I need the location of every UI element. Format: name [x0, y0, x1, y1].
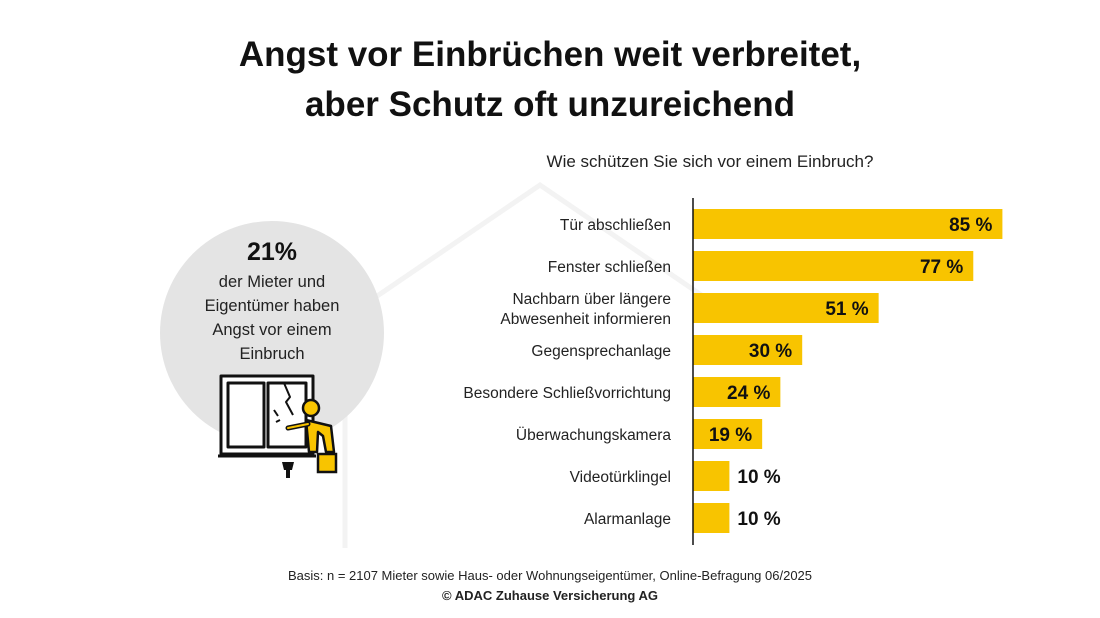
value-label-6: 19 % [709, 425, 752, 446]
bar-2 [693, 251, 974, 281]
page-title: Angst vor Einbrüchen weit verbreitet, ab… [0, 30, 1100, 130]
bar-3 [693, 293, 879, 323]
category-label-6: Überwachungskamera [516, 426, 671, 444]
category-label-1: Tür abschließen [560, 217, 671, 234]
highlight-percent: 21% [246, 238, 298, 266]
category-label-2: Fenster schließen [548, 259, 671, 276]
value-label-4: 30 % [749, 341, 792, 362]
bar-8 [693, 503, 730, 533]
footer-copyright: © ADAC Zuhause Versicherung AG [442, 588, 658, 603]
category-label-3-line-1: Nachbarn über längere [512, 291, 671, 308]
crowbar-icon [282, 462, 294, 478]
category-label-4: Gegensprechanlage [531, 343, 671, 360]
bar-7 [693, 461, 730, 491]
category-label-3-line-2: Abwesenheit informieren [500, 311, 671, 328]
highlight-line-1: der Mieter und [218, 273, 326, 291]
burglar-icon [285, 398, 338, 474]
value-label-1: 85 % [949, 215, 992, 236]
category-label-5: Besondere Schließvorrichtung [463, 385, 671, 402]
window-icon [218, 374, 316, 458]
burglar-window-illustration [218, 374, 338, 478]
highlight-line-3: Angst vor einem [212, 321, 332, 339]
footer-basis: Basis: n = 2107 Mieter sowie Haus- oder … [287, 568, 813, 583]
title-line-1: Angst vor Einbrüchen weit verbreitet, [238, 35, 862, 74]
value-label-3: 51 % [825, 299, 868, 320]
value-label-8: 10 % [737, 509, 780, 530]
highlight-line-4: Einbruch [239, 345, 305, 363]
highlight-text: der Mieter und Eigentümer haben Angst vo… [160, 270, 384, 366]
chart-question: Wie schützen Sie sich vor einem Einbruch… [546, 152, 874, 171]
bar-6 [693, 419, 763, 449]
bar-5 [693, 377, 781, 407]
value-label-2: 77 % [920, 257, 963, 278]
value-label-7: 10 % [737, 467, 780, 488]
bar-4 [693, 335, 803, 365]
highlight-line-2: Eigentümer haben [204, 297, 340, 315]
category-label-7: Videotürklingel [570, 469, 671, 486]
title-line-2: aber Schutz oft unzureichend [304, 85, 796, 124]
bar-1 [693, 209, 1003, 239]
category-label-8: Alarmanlage [584, 511, 671, 528]
value-label-5: 24 % [727, 383, 770, 404]
